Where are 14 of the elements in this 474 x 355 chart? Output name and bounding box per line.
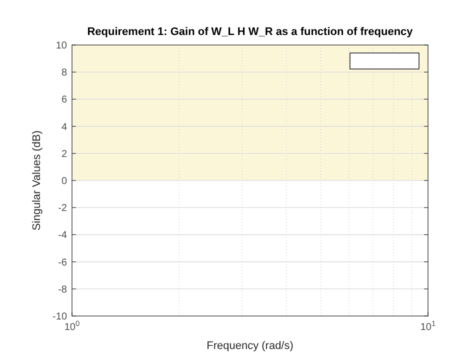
y-tick-label: 2 — [61, 148, 68, 160]
x-axis-title: Frequency (rad/s) — [206, 340, 294, 352]
chart-title: Requirement 1: Gain of W_L H W_R as a function of frequency — [87, 26, 414, 38]
y-tick-label: 0 — [61, 176, 68, 187]
x-tick-label: 10$^{1}$ — [420, 318, 436, 333]
y-tick-label: -8 — [58, 284, 68, 296]
y-tick-label: 6 — [61, 94, 68, 106]
y-axis-title: Singular Values (dB) — [31, 130, 43, 231]
y-tick-label: 4 — [61, 122, 68, 133]
y-tick-label: 10 — [56, 40, 68, 52]
y-tick-label: -2 — [58, 203, 68, 214]
y-tick-label: 8 — [61, 68, 68, 79]
y-tick-label: -6 — [58, 257, 68, 268]
y-tick-label: -4 — [58, 230, 68, 242]
